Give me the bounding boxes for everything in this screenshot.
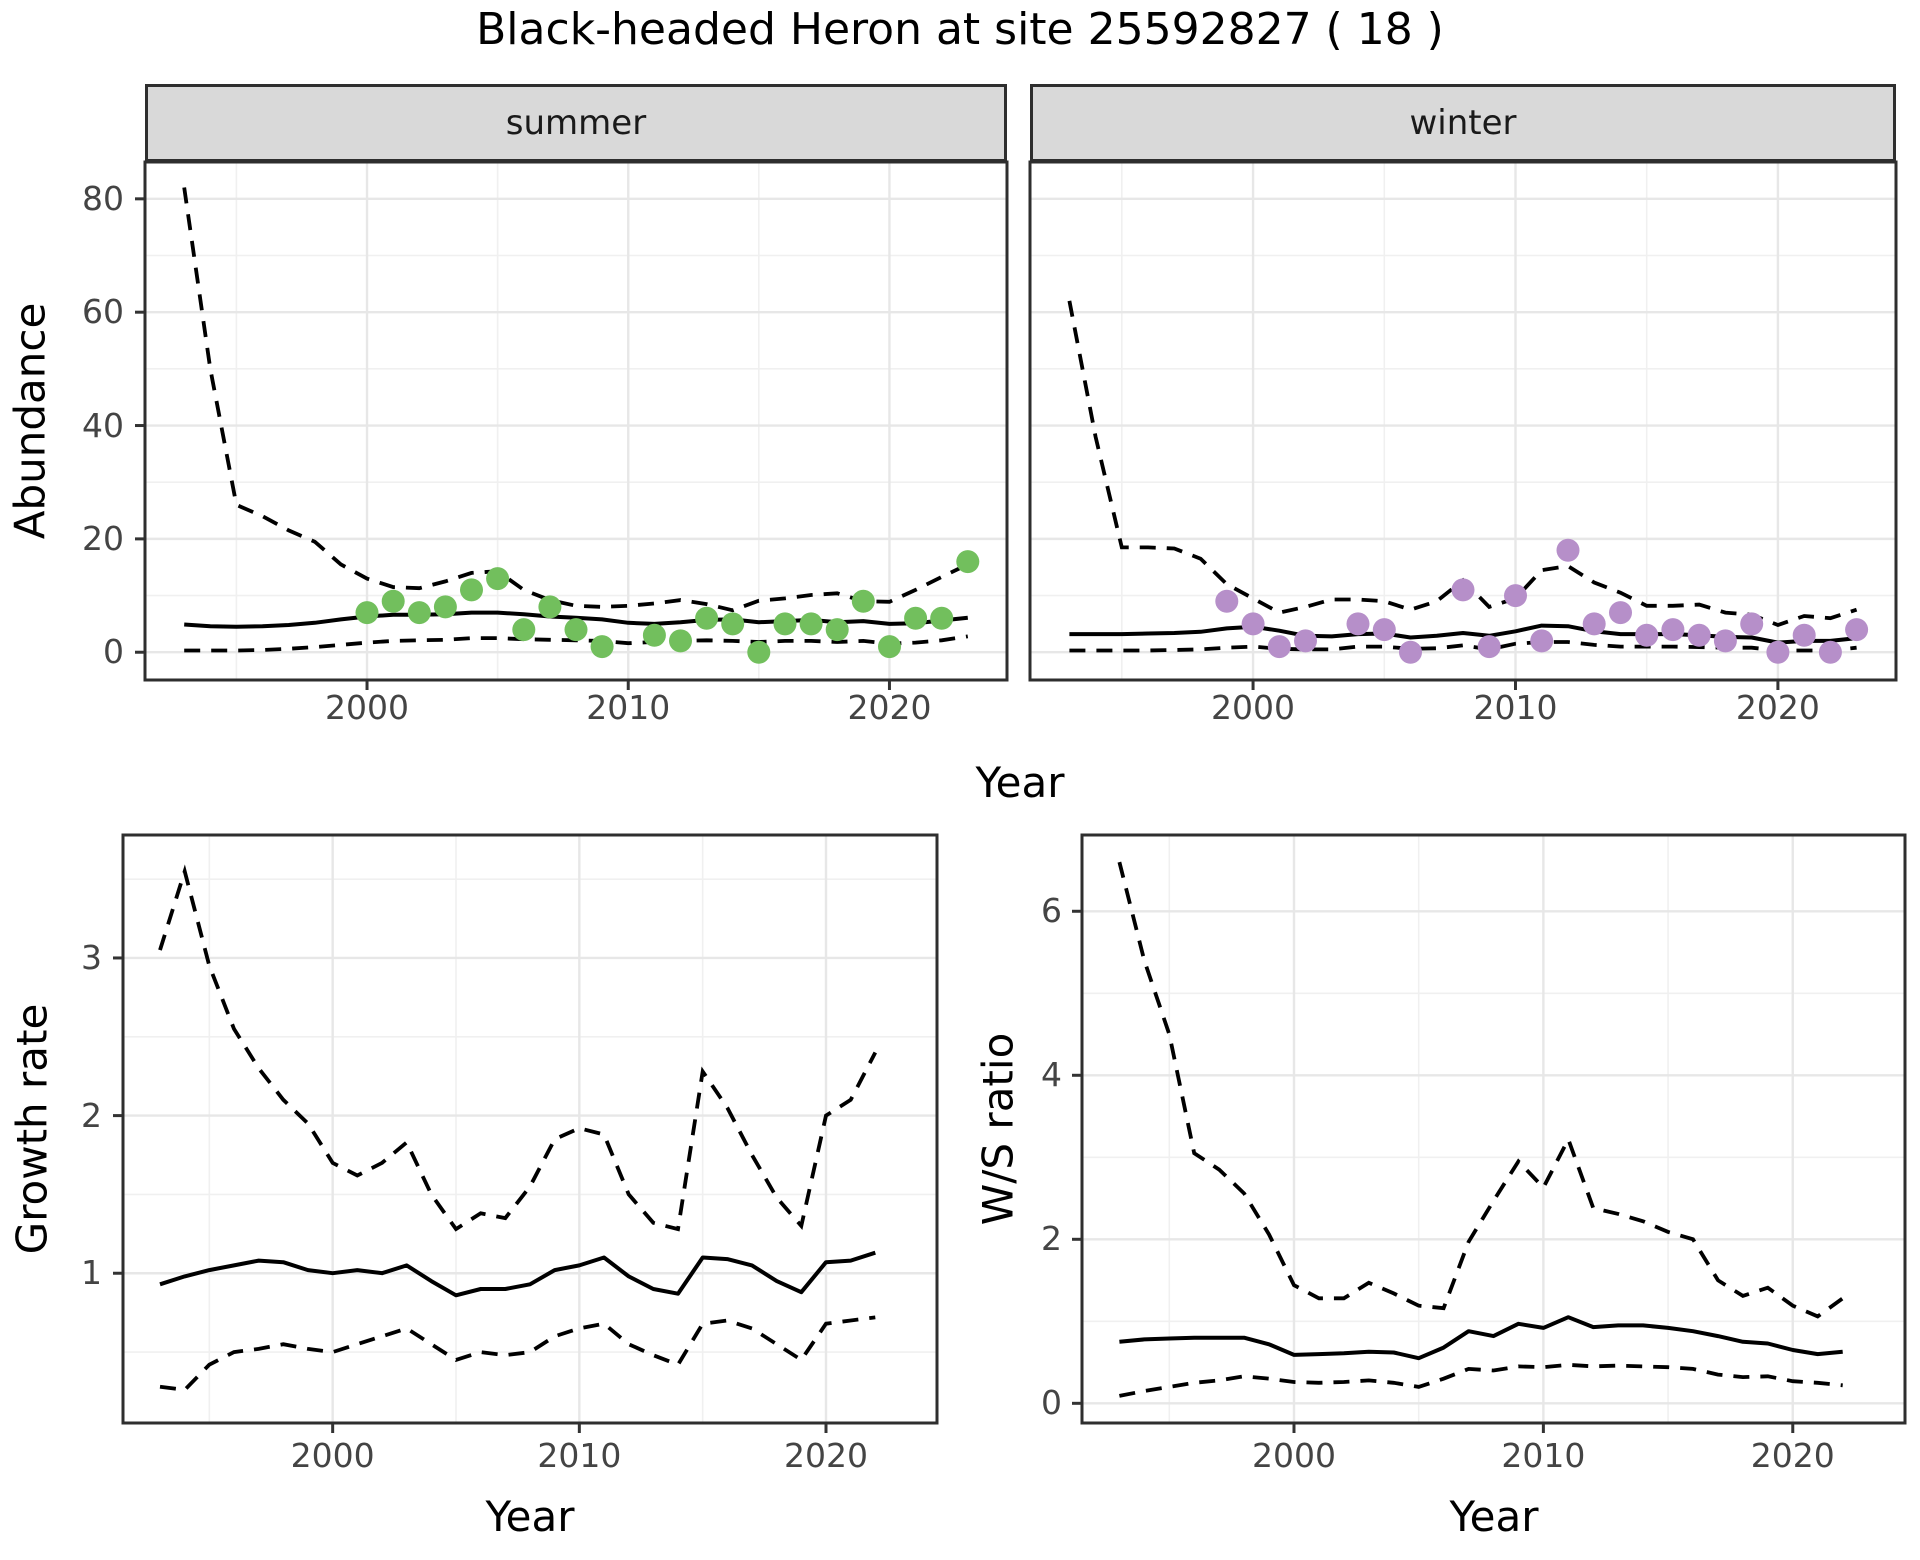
abundance-winter-background [1030, 162, 1896, 680]
y-tick-label: 80 [82, 178, 124, 218]
x-axis-title-year-top: Year [975, 758, 1065, 807]
observation-point [381, 589, 405, 613]
ci-upper-line [182, 187, 969, 613]
observation-point [1740, 612, 1764, 636]
facet-strip-summer: summer [145, 84, 1007, 162]
observation-point [486, 567, 510, 591]
observation-point [1661, 618, 1685, 642]
y-tick-label: 6 [1041, 891, 1062, 931]
observation-point [1294, 629, 1317, 653]
x-tick-label: 2000 [1211, 688, 1296, 727]
observation-point [1713, 629, 1737, 653]
plot-title: Black-headed Heron at site 25592827 ( 18… [476, 4, 1444, 55]
panel-abundance-summer [135, 160, 1009, 690]
x-tick-label: 2000 [1251, 1436, 1336, 1475]
observation-point [642, 623, 666, 647]
observation-point [1346, 612, 1370, 636]
ci-lower-line [159, 1315, 876, 1392]
observation-point [1687, 623, 1711, 647]
observation-point [1504, 584, 1527, 608]
observation-point [564, 618, 588, 642]
facet-strip-winter: winter [1030, 84, 1896, 162]
growth-rate-background [123, 835, 937, 1423]
observation-point [878, 635, 901, 659]
ci-upper-line [158, 864, 877, 1232]
x-tick-label: 2010 [537, 1436, 622, 1475]
x-tick-label: 2010 [586, 688, 671, 727]
panel-abundance-winter [1028, 160, 1898, 690]
ws-ratio-border [1080, 833, 1907, 1425]
observation-point [930, 606, 954, 630]
observation-point [773, 612, 797, 636]
observation-point [1635, 623, 1659, 647]
observation-point [669, 629, 692, 653]
observation-point [433, 595, 457, 619]
x-tick-label: 2010 [1501, 1436, 1586, 1475]
observation-point [355, 601, 379, 625]
growth-rate-border [121, 833, 939, 1425]
observation-point [1372, 618, 1396, 642]
observation-point [538, 595, 562, 619]
y-tick-label: 2 [1041, 1219, 1062, 1259]
abundance-winter-border [1028, 160, 1898, 682]
ws-ratio-background [1082, 835, 1905, 1423]
y-tick-label: 4 [1041, 1055, 1062, 1095]
y-tick-label: 2 [81, 1095, 102, 1135]
observation-point [1477, 635, 1501, 659]
observation-point [695, 606, 719, 630]
abundance-summer-border [143, 160, 1009, 682]
observation-point [590, 635, 614, 659]
panel-ws-ratio [1072, 833, 1907, 1433]
x-axis-title-year-bottom-left: Year [485, 1492, 575, 1541]
mean-line [159, 1250, 876, 1298]
observation-point [747, 640, 771, 664]
observation-point [1215, 589, 1239, 613]
x-tick-label: 2020 [784, 1436, 868, 1475]
observation-point [851, 589, 875, 613]
y-tick-label: 40 [82, 405, 124, 445]
x-tick-label: 2010 [1473, 688, 1558, 727]
observation-point [1241, 612, 1265, 636]
mean-line [1119, 1315, 1843, 1361]
observation-point [721, 612, 745, 636]
y-tick-label: 1 [81, 1253, 102, 1293]
panel-growth-rate [113, 833, 939, 1433]
observation-point [1818, 640, 1842, 664]
facet-strip-winter-label: winter [1409, 103, 1517, 143]
observation-point [1267, 635, 1291, 659]
observation-point [1451, 578, 1475, 602]
observation-point [1792, 623, 1816, 647]
y-tick-label: 0 [103, 632, 124, 672]
observation-point [1399, 640, 1422, 664]
observation-point [1766, 640, 1790, 664]
x-tick-label: 2020 [1750, 1436, 1835, 1475]
facet-strip-summer-label: summer [505, 103, 647, 143]
observation-point [1582, 612, 1606, 636]
observation-point [1845, 618, 1869, 642]
x-axis-title-year-bottom-right: Year [1449, 1492, 1539, 1541]
x-tick-label: 2000 [290, 1436, 375, 1475]
observation-point [956, 550, 980, 574]
y-tick-label: 20 [82, 518, 124, 558]
observation-point [460, 578, 483, 602]
y-tick-label: 0 [1041, 1383, 1062, 1423]
ci-lower-line [1119, 1362, 1843, 1398]
observation-point [1530, 629, 1554, 653]
observation-point [904, 606, 928, 630]
x-tick-label: 2020 [1735, 688, 1820, 727]
observation-point [407, 601, 431, 625]
observation-point [825, 618, 849, 642]
x-tick-label: 2020 [847, 688, 932, 727]
observation-point [1609, 601, 1632, 625]
observation-point [512, 618, 536, 642]
y-tick-label: 60 [82, 292, 124, 332]
y-tick-label: 3 [81, 937, 102, 977]
observation-point [799, 612, 823, 636]
ci-upper-line [1117, 861, 1844, 1319]
observation-point [1556, 538, 1580, 562]
x-tick-label: 2000 [325, 688, 410, 727]
